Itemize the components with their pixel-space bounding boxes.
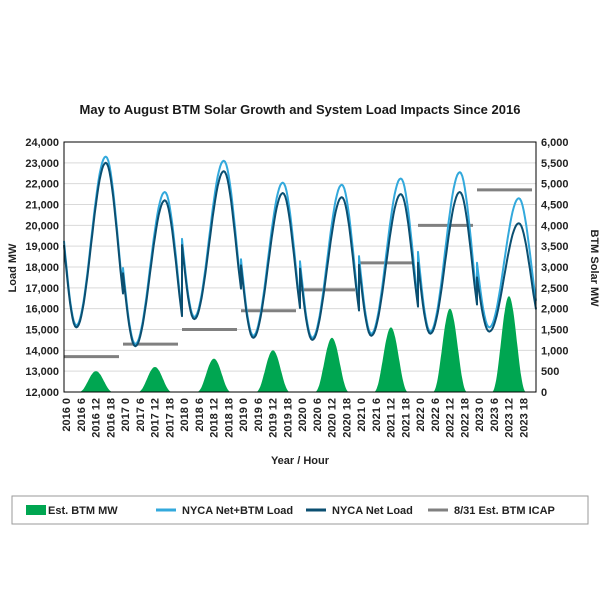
y-right-tick-label: 6,000 <box>541 137 569 149</box>
y-right-tick-label: 4,000 <box>541 220 569 232</box>
x-tick-label: 2021 0 <box>356 398 368 432</box>
y-left-tick-label: 18,000 <box>25 262 59 274</box>
y-left-tick-label: 20,000 <box>25 220 59 232</box>
x-tick-label: 2019 0 <box>238 398 250 432</box>
y-left-tick-label: 12,000 <box>25 387 59 399</box>
chart-title: May to August BTM Solar Growth and Syste… <box>80 102 521 117</box>
y-right-tick-label: 2,500 <box>541 283 569 295</box>
y-left-tick-label: 24,000 <box>25 137 59 149</box>
legend-label: NYCA Net Load <box>332 505 413 517</box>
y-right-tick-label: 1,000 <box>541 345 569 357</box>
x-tick-label: 2022 0 <box>415 398 427 432</box>
x-tick-label: 2018 6 <box>194 398 206 432</box>
y-right-tick-label: 4,500 <box>541 200 569 212</box>
x-tick-label: 2020 12 <box>327 398 339 438</box>
legend-label: 8/31 Est. BTM ICAP <box>454 505 555 517</box>
legend-swatch <box>26 505 46 515</box>
x-tick-label: 2019 18 <box>282 398 294 438</box>
axes <box>63 141 537 393</box>
y-left-tick-label: 17,000 <box>25 283 59 295</box>
x-tick-label: 2023 6 <box>489 398 501 432</box>
y-right-tick-label: 0 <box>541 387 547 399</box>
btm-area-2016 <box>78 371 114 392</box>
y-right-tick-label: 5,000 <box>541 179 569 191</box>
y-left-tick-label: 21,000 <box>25 200 59 212</box>
y-right-tick-label: 3,500 <box>541 241 569 253</box>
btm-area-series <box>78 296 527 392</box>
x-tick-label: 2023 0 <box>474 398 486 432</box>
legend: Est. BTM MW NYCA Net+BTM Load NYCA Net Loa… <box>11 495 589 525</box>
btm-area-2021 <box>373 327 409 392</box>
x-tick-label: 2022 12 <box>445 398 457 438</box>
legend-frame <box>11 495 589 525</box>
legend-item: Est. BTM MW <box>26 505 118 517</box>
icap-series <box>64 188 532 359</box>
y-axis-right-label: BTM Solar MW <box>588 230 600 308</box>
x-tick-label: 2016 6 <box>76 398 88 432</box>
x-tick-label: 2016 0 <box>61 398 73 432</box>
x-tick-label: 2021 6 <box>371 398 383 432</box>
x-tick-label: 2018 0 <box>179 398 191 432</box>
y-right-tick-label: 1,500 <box>541 325 569 337</box>
y-left-tick-label: 16,000 <box>25 304 59 316</box>
y-left-tick-label: 15,000 <box>25 325 59 337</box>
x-tick-label: 2020 18 <box>341 398 353 438</box>
x-tick-label: 2022 6 <box>430 398 442 432</box>
btm-area-2018 <box>196 358 232 392</box>
line-nyca-net-btm-load <box>63 155 537 346</box>
x-tick-label: 2016 12 <box>91 398 103 438</box>
x-tick-label: 2021 12 <box>386 398 398 438</box>
y-left-tick-label: 23,000 <box>25 158 59 170</box>
x-tick-label: 2020 6 <box>312 398 324 432</box>
x-tick-label: 2017 0 <box>120 398 132 432</box>
x-tick-label: 2023 18 <box>518 398 530 438</box>
x-tick-label: 2020 0 <box>297 398 309 432</box>
x-tick-label: 2023 12 <box>504 398 516 438</box>
legend-item: 8/31 Est. BTM ICAP <box>428 505 555 517</box>
y-left-tick-label: 13,000 <box>25 366 59 378</box>
plot-frame <box>63 141 537 393</box>
legend-item: NYCA Net+BTM Load <box>156 505 293 517</box>
legend-item: NYCA Net Load <box>306 505 413 517</box>
x-tick-label: 2017 18 <box>164 398 176 438</box>
y-right-tick-label: 3,000 <box>541 262 569 274</box>
x-tick-label: 2019 6 <box>253 398 265 432</box>
y-axis-left-label: Load MW <box>7 243 19 292</box>
line-nyca-net-load <box>63 161 537 348</box>
btm-area-2017 <box>137 367 173 392</box>
y-left-tick-label: 14,000 <box>25 345 59 357</box>
tick-labels: 12,000 13,000 14,000 15,000 16,000 17,000 18,0… <box>25 137 568 438</box>
btm-area-2019 <box>255 350 291 392</box>
x-tick-label: 2018 12 <box>209 398 221 438</box>
load-line-series <box>63 155 537 348</box>
x-tick-label: 2018 18 <box>223 398 235 438</box>
y-right-tick-label: 5,500 <box>541 158 569 170</box>
y-right-tick-label: 500 <box>541 366 559 378</box>
y-right-tick-label: 2,000 <box>541 304 569 316</box>
x-tick-label: 2017 12 <box>150 398 162 438</box>
btm-area-2020 <box>314 337 350 392</box>
y-left-tick-label: 22,000 <box>25 179 59 191</box>
x-axis-label: Year / Hour <box>271 455 330 467</box>
x-tick-label: 2019 12 <box>268 398 280 438</box>
btm-area-2022 <box>432 308 468 392</box>
x-tick-label: 2016 18 <box>105 398 117 438</box>
x-tick-label: 2022 18 <box>459 398 471 438</box>
legend-label: Est. BTM MW <box>48 505 118 517</box>
x-tick-label: 2017 6 <box>135 398 147 432</box>
y-left-tick-label: 19,000 <box>25 241 59 253</box>
legend-label: NYCA Net+BTM Load <box>182 505 293 517</box>
x-tick-label: 2021 18 <box>400 398 412 438</box>
btm-area-2023 <box>491 296 527 392</box>
